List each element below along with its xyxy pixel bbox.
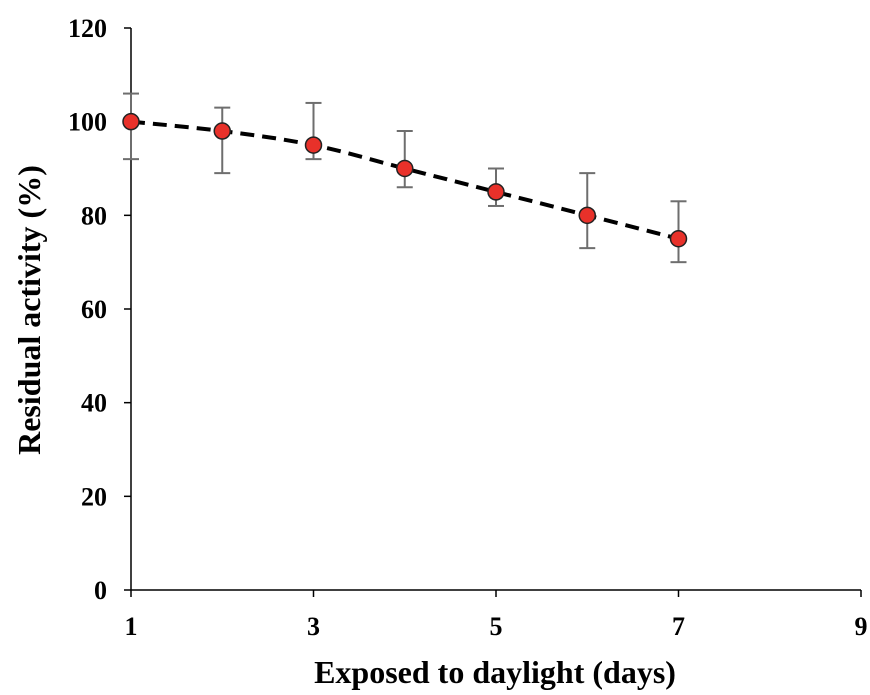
y-tick-label: 120: [68, 14, 107, 43]
error-bar: [214, 106, 231, 175]
error-bars: [123, 92, 687, 264]
x-ticks: 1 3 5 7 9: [125, 590, 868, 641]
x-tick-label: 9: [855, 612, 868, 641]
x-tick-label: 5: [490, 612, 503, 641]
y-tick-label: 0: [94, 576, 107, 605]
y-tick-label: 100: [68, 108, 107, 137]
data-point: [578, 206, 596, 225]
x-tick-label: 1: [125, 612, 138, 641]
y-ticks: 0 20 40 60 80 100 120: [68, 14, 131, 605]
data-point: [669, 230, 688, 248]
x-tick-label: 7: [672, 612, 685, 641]
y-tick-label: 20: [81, 482, 107, 511]
x-axis-title: Exposed to daylight (days): [314, 654, 676, 690]
y-tick-label: 40: [81, 389, 107, 418]
axes: [130, 28, 861, 591]
y-tick-label: 80: [81, 201, 107, 230]
data-point: [304, 136, 323, 154]
error-bar: [396, 130, 413, 189]
x-tick-label: 3: [307, 612, 320, 641]
y-axis-title: Residual activity (%): [11, 165, 47, 455]
y-tick-label: 60: [81, 295, 107, 324]
data-point: [487, 183, 505, 201]
data-points: [122, 112, 688, 248]
data-point: [213, 122, 231, 140]
data-point: [396, 159, 414, 178]
data-point: [122, 112, 140, 131]
